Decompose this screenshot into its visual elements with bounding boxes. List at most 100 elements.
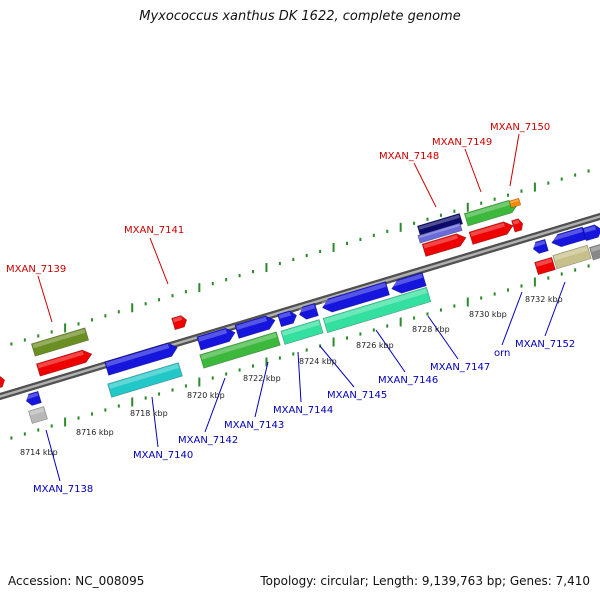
- kbp-label: 8718 kbp: [130, 409, 168, 418]
- kbp-label: 8732 kbp: [525, 295, 563, 304]
- gene-orn-cds-shine: [535, 258, 553, 267]
- gene-mxan-7138-cds-shine: [29, 407, 45, 416]
- gene-mxan-7144-cds: [280, 319, 324, 345]
- gene-mxan-7140-shape: [104, 342, 178, 376]
- gene-mxan-7139-shine: [32, 328, 86, 349]
- label-leader-line: [151, 396, 159, 448]
- gene-label[interactable]: MXAN_7152: [515, 339, 575, 350]
- gene-label[interactable]: MXAN_7141: [124, 225, 184, 236]
- gene-mxan-7141-shape: [171, 315, 188, 331]
- gene-mxan-7139-shape: [30, 327, 90, 357]
- label-leaders: [37, 133, 566, 482]
- gene-label[interactable]: MXAN_7146: [378, 375, 438, 386]
- kbp-label: 8720 kbp: [187, 391, 225, 400]
- label-leader-line: [45, 429, 61, 482]
- gene-orn-shine: [532, 240, 546, 248]
- gene-label[interactable]: MXAN_7140: [133, 450, 193, 461]
- gene-mxan-7138-cds: [28, 406, 48, 424]
- gene-mxan-7146-cds: [322, 286, 432, 334]
- gene-label[interactable]: MXAN_7142: [178, 435, 238, 446]
- gene-mxan-7148-cds: [421, 233, 467, 257]
- gene-mxan-7143-shine: [236, 316, 268, 330]
- gene-mxan-7148-b-shine: [419, 224, 460, 239]
- gene-mxan-7144-cds-shape: [280, 319, 324, 345]
- gene-features: [0, 197, 600, 424]
- gene-label[interactable]: MXAN_7139: [6, 264, 66, 275]
- gene-mxan-7152-cds: [552, 244, 592, 270]
- gene-mxan-7142-cds-shine: [200, 333, 277, 360]
- gene-mxan-7143: [234, 315, 276, 339]
- gene-mxan-7148-shine: [418, 214, 460, 230]
- label-leader-line: [427, 315, 459, 360]
- gene-mxan-7146-shape: [321, 281, 390, 313]
- label-leader-line: [413, 162, 437, 208]
- gene-mxan-7149-cds: [468, 221, 514, 245]
- label-leader-line: [319, 345, 355, 388]
- accession-text: Accession: NC_008095: [8, 574, 145, 588]
- gene-edge-red-shape: [0, 375, 6, 391]
- kbp-label: 8714 kbp: [20, 448, 58, 457]
- genome-summary-text: Topology: circular; Length: 9,139,763 bp…: [260, 574, 590, 588]
- kbp-label: 8730 kbp: [469, 310, 507, 319]
- label-leader-line: [254, 361, 269, 418]
- gene-mxan-7149-cds-shine: [470, 222, 505, 237]
- label-leader-line: [37, 275, 53, 323]
- gene-mxan-7146-cds-shape: [322, 286, 432, 334]
- label-leader-line: [509, 133, 520, 187]
- kbp-label: 8722 kbp: [243, 374, 281, 383]
- gene-mxan-7146: [321, 281, 390, 313]
- gene-mxan-7139-cds-shape: [35, 349, 93, 377]
- gene-mxan-7150-cds-shape: [511, 218, 524, 233]
- gene-mxan-7140-cds: [107, 362, 183, 398]
- gene-mxan-7148-b-shape: [417, 222, 463, 244]
- gene-mxan-7144-shine: [278, 311, 291, 319]
- gene-mxan-7142-shape: [196, 327, 236, 351]
- gene-mxan-7150: [508, 197, 522, 209]
- gene-mxan-7142-cds-shape: [199, 331, 281, 369]
- label-leader-line: [464, 148, 482, 193]
- gene-mxan-7150-cds: [511, 218, 524, 233]
- gene-mxan-7150-cds-shine: [512, 219, 520, 225]
- gene-orn-shape: [532, 238, 549, 254]
- gene-mxan-7147-shape: [391, 272, 427, 294]
- gene-label[interactable]: MXAN_7148: [379, 151, 439, 162]
- gene-mxan-7138: [25, 390, 42, 406]
- gene-mxan-7138-cds-shape: [28, 406, 48, 424]
- genome-backbone: [0, 212, 600, 401]
- gene-mxan-7138-shape: [25, 390, 42, 406]
- gene-label[interactable]: MXAN_7145: [327, 390, 387, 401]
- gene-label[interactable]: MXAN_7149: [432, 137, 492, 148]
- gene-mxan-7149-shine: [465, 201, 510, 218]
- gene-mxan-7145-shine: [298, 304, 316, 313]
- gene-mxan-7139-cds-shine: [37, 350, 84, 369]
- gene-edge-blue-shine: [583, 225, 596, 233]
- gene-orn-cds-shape: [534, 256, 556, 276]
- gene-edge-gray: [589, 243, 600, 261]
- gene-mxan-7147: [390, 272, 427, 294]
- gene-mxan-7145: [298, 302, 319, 320]
- gene-label[interactable]: MXAN_7150: [490, 122, 550, 133]
- gene-edge-gray-shape: [589, 243, 600, 261]
- gene-mxan-7142: [196, 327, 236, 351]
- gene-mxan-7140-shine: [105, 343, 170, 367]
- gene-mxan-7139-cds: [35, 349, 93, 377]
- label-leader-line: [501, 291, 523, 346]
- gene-mxan-7138-shine: [25, 392, 39, 400]
- gene-label[interactable]: MXAN_7143: [224, 420, 284, 431]
- gene-label[interactable]: MXAN_7147: [430, 362, 490, 373]
- gene-mxan-7148-b: [417, 222, 463, 244]
- gene-edge-gray-shine: [590, 245, 600, 252]
- label-leader-line: [375, 329, 406, 373]
- gene-mxan-7142-cds: [199, 331, 281, 369]
- gene-mxan-7149-cds-shape: [468, 221, 514, 245]
- gene-mxan-7141-shine: [172, 316, 183, 323]
- gene-label[interactable]: orn: [494, 348, 510, 359]
- gene-label[interactable]: MXAN_7144: [273, 405, 333, 416]
- gene-mxan-7147-shine: [390, 273, 423, 287]
- tick-tracks: [10, 169, 590, 440]
- gene-mxan-7145-shape: [299, 302, 319, 320]
- gene-mxan-7140-cds-shape: [107, 362, 183, 398]
- gene-label[interactable]: MXAN_7138: [33, 484, 93, 495]
